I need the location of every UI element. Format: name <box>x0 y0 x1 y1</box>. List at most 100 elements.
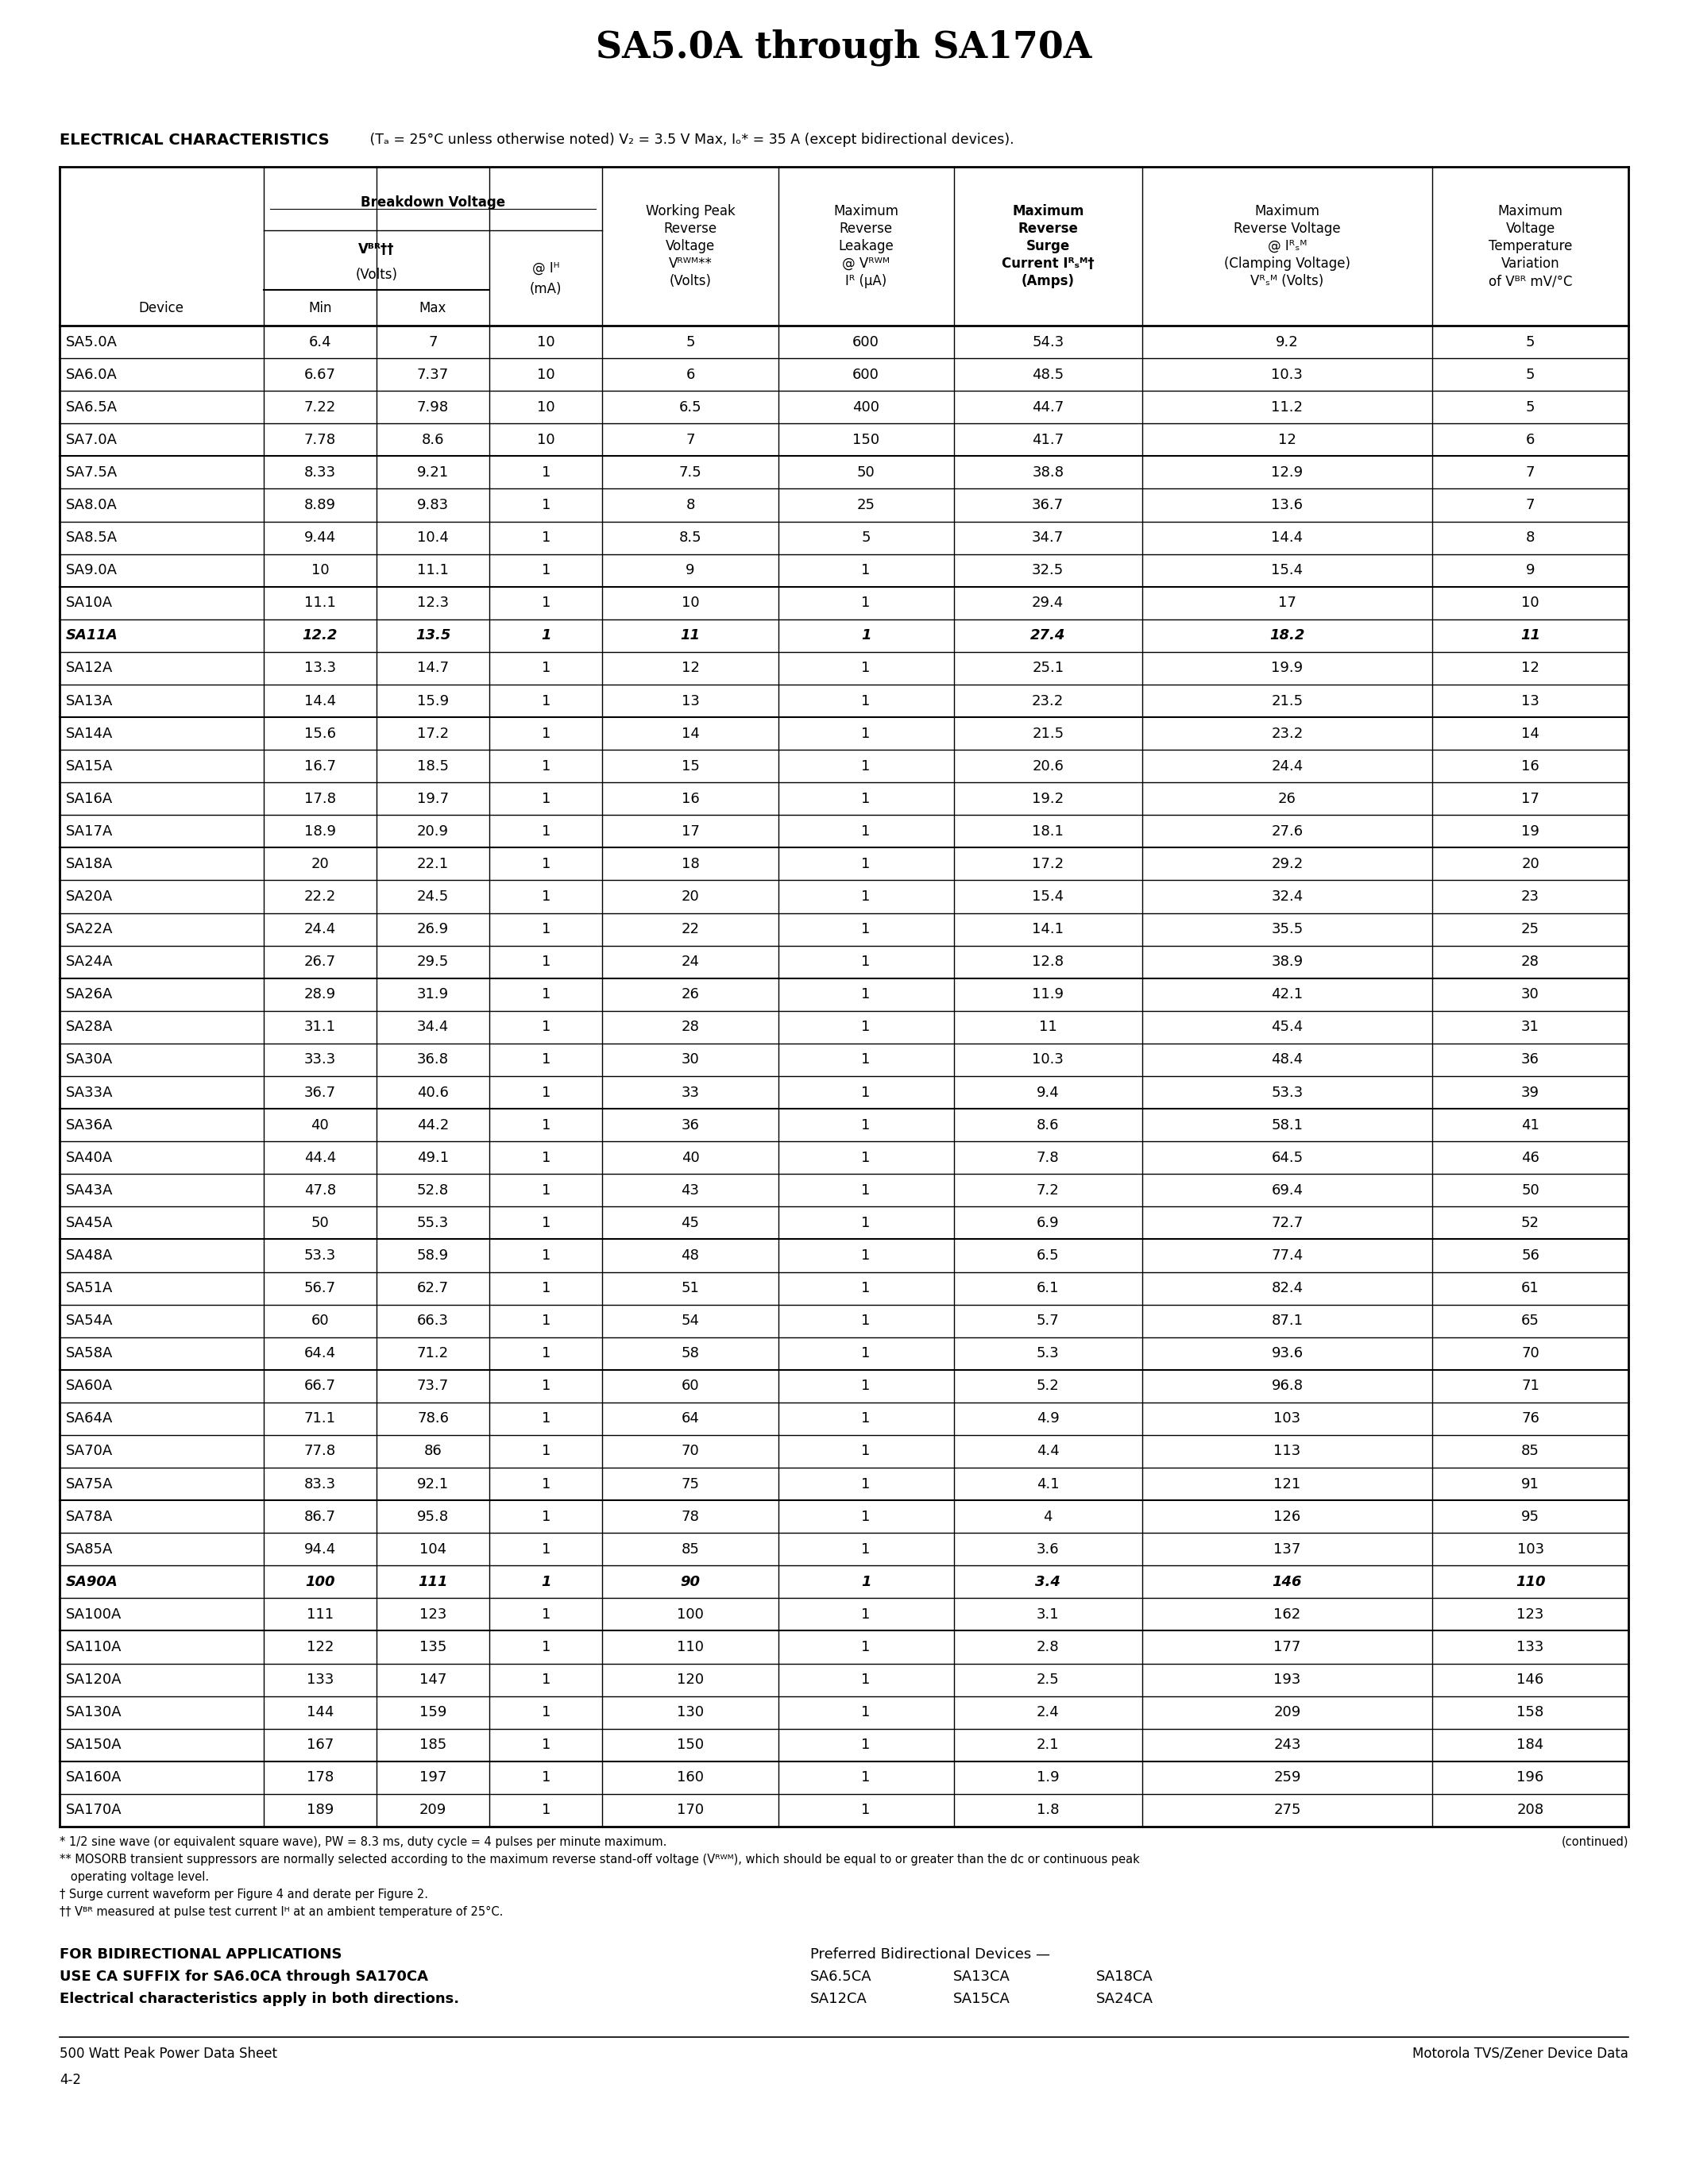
Text: SA36A: SA36A <box>66 1118 113 1131</box>
Text: 11.1: 11.1 <box>304 596 336 609</box>
Text: 1: 1 <box>542 465 550 480</box>
Text: SA85A: SA85A <box>66 1542 113 1557</box>
Text: 49.1: 49.1 <box>417 1151 449 1164</box>
Text: 146: 146 <box>1273 1575 1301 1590</box>
Text: 27.4: 27.4 <box>1030 629 1065 642</box>
Text: 167: 167 <box>307 1738 334 1752</box>
Text: 184: 184 <box>1518 1738 1545 1752</box>
Text: Maximum: Maximum <box>1013 203 1084 218</box>
Text: 26.7: 26.7 <box>304 954 336 970</box>
Text: SA6.5CA: SA6.5CA <box>810 1970 873 1983</box>
Text: 29.4: 29.4 <box>1031 596 1063 609</box>
Text: 77.4: 77.4 <box>1271 1249 1303 1262</box>
Text: 44.7: 44.7 <box>1031 400 1063 415</box>
Text: 23.2: 23.2 <box>1271 727 1303 740</box>
Text: 104: 104 <box>419 1542 447 1557</box>
Text: 35.5: 35.5 <box>1271 922 1303 937</box>
Text: 1: 1 <box>542 1249 550 1262</box>
Text: 4.4: 4.4 <box>1036 1444 1060 1459</box>
Text: (Volts): (Volts) <box>668 273 711 288</box>
Text: 10: 10 <box>311 563 329 577</box>
Text: 92.1: 92.1 <box>417 1476 449 1492</box>
Text: ELECTRICAL CHARACTERISTICS: ELECTRICAL CHARACTERISTICS <box>59 133 329 146</box>
Text: 1: 1 <box>542 922 550 937</box>
Text: 42.1: 42.1 <box>1271 987 1303 1002</box>
Text: 126: 126 <box>1274 1509 1301 1524</box>
Text: 53.3: 53.3 <box>1271 1085 1303 1099</box>
Text: 15.4: 15.4 <box>1271 563 1303 577</box>
Text: 10: 10 <box>537 367 555 382</box>
Text: 83.3: 83.3 <box>304 1476 336 1492</box>
Text: 14.7: 14.7 <box>417 662 449 675</box>
Text: @ Vᴿᵂᴹ: @ Vᴿᵂᴹ <box>842 256 890 271</box>
Text: 18.1: 18.1 <box>1031 823 1063 839</box>
Text: 1: 1 <box>542 1804 550 1817</box>
Text: SA48A: SA48A <box>66 1249 113 1262</box>
Text: 12.9: 12.9 <box>1271 465 1303 480</box>
Text: 71.2: 71.2 <box>417 1345 449 1361</box>
Text: 11.1: 11.1 <box>417 563 449 577</box>
Text: 110: 110 <box>677 1640 704 1653</box>
Text: 1: 1 <box>542 856 550 871</box>
Text: Voltage: Voltage <box>1506 221 1555 236</box>
Text: 600: 600 <box>852 334 879 349</box>
Text: 26.9: 26.9 <box>417 922 449 937</box>
Text: 16: 16 <box>1521 760 1539 773</box>
Text: ** MOSORB transient suppressors are normally selected according to the maximum r: ** MOSORB transient suppressors are norm… <box>59 1854 1139 1865</box>
Text: 9: 9 <box>1526 563 1534 577</box>
Text: 1: 1 <box>861 596 871 609</box>
Text: 1: 1 <box>861 760 871 773</box>
Text: 1: 1 <box>861 823 871 839</box>
Text: 85: 85 <box>682 1542 699 1557</box>
Text: 45: 45 <box>682 1216 699 1230</box>
Text: 121: 121 <box>1274 1476 1301 1492</box>
Text: 170: 170 <box>677 1804 704 1817</box>
Text: 50: 50 <box>858 465 874 480</box>
Text: 60: 60 <box>682 1378 699 1393</box>
Text: 90: 90 <box>680 1575 701 1590</box>
Text: 150: 150 <box>852 432 879 448</box>
Text: SA14A: SA14A <box>66 727 113 740</box>
Text: 147: 147 <box>419 1673 447 1686</box>
Text: 5: 5 <box>1526 334 1534 349</box>
Text: 3.1: 3.1 <box>1036 1607 1060 1623</box>
Text: 150: 150 <box>677 1738 704 1752</box>
Text: 197: 197 <box>419 1771 447 1784</box>
Text: 17: 17 <box>1521 791 1539 806</box>
Text: 12.2: 12.2 <box>302 629 338 642</box>
Text: Max: Max <box>419 301 447 314</box>
Text: 177: 177 <box>1273 1640 1301 1653</box>
Text: 54.3: 54.3 <box>1031 334 1063 349</box>
Text: 87.1: 87.1 <box>1271 1315 1303 1328</box>
Text: 1: 1 <box>542 1509 550 1524</box>
Text: Surge: Surge <box>1026 238 1070 253</box>
Text: SA26A: SA26A <box>66 987 113 1002</box>
Text: SA110A: SA110A <box>66 1640 122 1653</box>
Text: SA24A: SA24A <box>66 954 113 970</box>
Text: 1: 1 <box>542 791 550 806</box>
Text: 103: 103 <box>1274 1411 1301 1426</box>
Text: 12.3: 12.3 <box>417 596 449 609</box>
Text: 103: 103 <box>1518 1542 1545 1557</box>
Text: 1: 1 <box>861 1216 871 1230</box>
Text: 17: 17 <box>1278 596 1296 609</box>
Text: 1: 1 <box>861 1345 871 1361</box>
Text: 1: 1 <box>861 889 871 904</box>
Text: 1: 1 <box>861 1085 871 1099</box>
Text: 1: 1 <box>861 1607 871 1623</box>
Text: 178: 178 <box>307 1771 334 1784</box>
Text: 19.9: 19.9 <box>1271 662 1303 675</box>
Text: SA15A: SA15A <box>66 760 113 773</box>
Text: 70: 70 <box>1521 1345 1539 1361</box>
Text: 5: 5 <box>1526 367 1534 382</box>
Text: 1: 1 <box>861 1184 871 1197</box>
Text: 4: 4 <box>1043 1509 1053 1524</box>
Text: 16.7: 16.7 <box>304 760 336 773</box>
Text: 1: 1 <box>861 662 871 675</box>
Text: 1: 1 <box>861 1411 871 1426</box>
Text: SA6.0A: SA6.0A <box>66 367 118 382</box>
Text: 144: 144 <box>306 1706 334 1719</box>
Text: 95: 95 <box>1521 1509 1539 1524</box>
Text: of Vᴮᴿ mV/°C: of Vᴮᴿ mV/°C <box>1489 273 1572 288</box>
Text: SA43A: SA43A <box>66 1184 113 1197</box>
